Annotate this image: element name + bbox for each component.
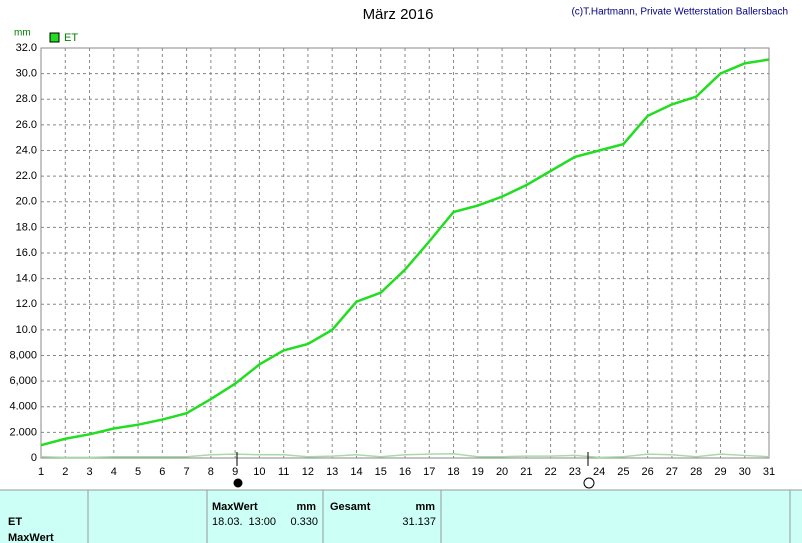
- new-moon: [233, 478, 243, 488]
- x-tick-label: 6: [159, 466, 165, 478]
- x-tick-label: 25: [617, 466, 629, 478]
- x-tick-label: 21: [520, 466, 532, 478]
- time: 13:00: [248, 516, 276, 528]
- x-tick-label: 10: [253, 466, 265, 478]
- series-line: [40, 58, 770, 447]
- x-tick-label: 2: [62, 466, 68, 478]
- x-tick-label: 1: [38, 466, 44, 478]
- x-tick-label: 3: [86, 466, 92, 478]
- y-tick-label: 22.0: [16, 170, 37, 182]
- row-label: MaxWert: [8, 532, 54, 543]
- y-tick-label: 26.0: [16, 119, 37, 131]
- x-tick-label: 4: [111, 466, 117, 478]
- y-tick-label: 16.0: [16, 247, 37, 259]
- x-tick-label: 15: [375, 466, 387, 478]
- y-tick-label: 18.0: [16, 221, 37, 233]
- y-tick-label: 0: [31, 452, 37, 464]
- y-tick-label: 32.0: [16, 42, 37, 54]
- x-tick-label: 19: [472, 466, 484, 478]
- value: 0.330: [290, 516, 318, 528]
- y-tick-label: 4.000: [9, 401, 37, 413]
- marks: [40, 58, 770, 459]
- x-tick-label: 28: [690, 466, 702, 478]
- legend-label: ET: [64, 32, 78, 44]
- x-tick-label: 13: [326, 466, 338, 478]
- y-tick-label: 2.000: [9, 426, 37, 438]
- y-tick-label: 8,000: [9, 349, 37, 361]
- table-bg: [0, 490, 802, 543]
- x-tick-label: 30: [739, 466, 751, 478]
- value: 31.137: [402, 516, 436, 528]
- summary-table: ET MaxWert MaxWert mm 18.03. 13:00 0.330…: [0, 489, 802, 543]
- y-tick-label: 6,000: [9, 375, 37, 387]
- x-tick-label: 29: [714, 466, 726, 478]
- y-tick-label: 14.0: [16, 273, 37, 285]
- chart-title: März 2016: [363, 6, 434, 23]
- x-tick-label: 24: [593, 466, 605, 478]
- x-tick-label: 27: [666, 466, 678, 478]
- column-header: Gesamt: [330, 501, 371, 513]
- x-tick-label: 5: [135, 466, 141, 478]
- full-moon: [583, 477, 595, 489]
- y-tick-label: 24.0: [16, 144, 37, 156]
- y-tick-label: 12.0: [16, 298, 37, 310]
- y-axis-label: mm: [14, 28, 31, 39]
- grid: [40, 47, 770, 459]
- x-tick-label: 20: [496, 466, 508, 478]
- y-tick-label: 20.0: [16, 196, 37, 208]
- x-tick-label: 8: [208, 466, 214, 478]
- date: 18.03.: [212, 516, 243, 528]
- x-tick-label: 14: [350, 466, 362, 478]
- series-line: [40, 453, 770, 459]
- legend-swatch: [49, 32, 60, 43]
- x-tick-label: 16: [399, 466, 411, 478]
- x-tick-label: 11: [278, 466, 289, 478]
- unit: mm: [415, 501, 435, 513]
- x-tick-label: 17: [423, 466, 435, 478]
- unit: mm: [296, 501, 316, 513]
- y-tick-label: 30.0: [16, 68, 37, 80]
- x-tick-label: 26: [642, 466, 654, 478]
- x-tick-label: 7: [184, 466, 190, 478]
- x-tick-label: 12: [302, 466, 314, 478]
- copyright: (c)T.Hartmann, Private Wetterstation Bal…: [571, 7, 788, 18]
- column-header: MaxWert: [212, 501, 258, 513]
- x-tick-label: 31: [763, 466, 775, 478]
- x-tick-label: 18: [447, 466, 459, 478]
- y-tick-label: 10.0: [16, 324, 37, 336]
- x-tick-label: 9: [232, 466, 238, 478]
- row-label: ET: [8, 516, 22, 528]
- x-tick-label: 23: [569, 466, 581, 478]
- x-tick-label: 22: [544, 466, 556, 478]
- y-tick-label: 28.0: [16, 93, 37, 105]
